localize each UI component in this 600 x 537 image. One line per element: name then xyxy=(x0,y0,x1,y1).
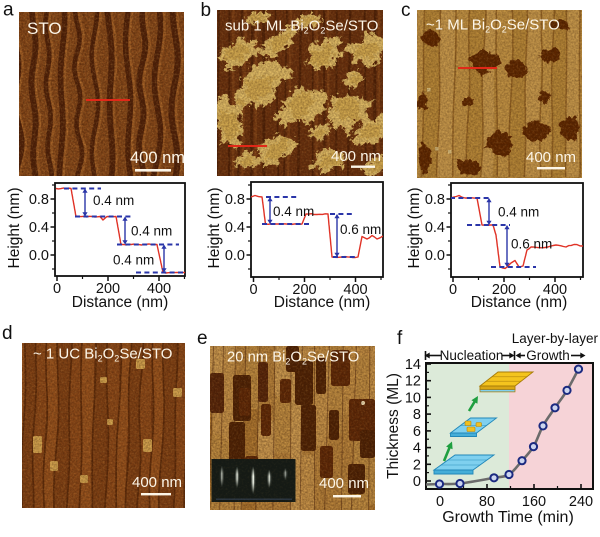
svg-text:0.4 nm: 0.4 nm xyxy=(498,205,539,220)
svg-text:6: 6 xyxy=(413,424,421,440)
svg-text:20 nm Bi2O2Se/STO: 20 nm Bi2O2Se/STO xyxy=(227,350,359,367)
svg-text:Thickness (ML): Thickness (ML) xyxy=(385,373,402,479)
svg-text:0.6 nm: 0.6 nm xyxy=(511,237,552,252)
svg-text:0.0: 0.0 xyxy=(29,248,49,264)
svg-text:0: 0 xyxy=(53,281,61,297)
svg-text:Growth Time (min): Growth Time (min) xyxy=(442,509,574,526)
svg-text:0.8: 0.8 xyxy=(225,192,245,208)
svg-text:Height (nm): Height (nm) xyxy=(406,188,423,269)
svg-text:0: 0 xyxy=(413,474,421,490)
svg-text:d: d xyxy=(2,323,13,344)
svg-text:8: 8 xyxy=(413,407,421,423)
svg-text:0.4: 0.4 xyxy=(225,220,245,236)
svg-text:10: 10 xyxy=(405,390,421,406)
svg-text:0.4 nm: 0.4 nm xyxy=(93,193,134,208)
svg-text:0.4 nm: 0.4 nm xyxy=(131,224,172,239)
svg-text:160: 160 xyxy=(522,494,546,510)
svg-text:sub 1 ML Bi2O2Se/STO: sub 1 ML Bi2O2Se/STO xyxy=(225,18,378,36)
svg-text:~1 ML Bi2O2Se/STO: ~1 ML Bi2O2Se/STO xyxy=(426,17,560,35)
svg-text:b: b xyxy=(201,0,212,21)
svg-text:Height (nm): Height (nm) xyxy=(6,188,23,269)
svg-text:400 nm: 400 nm xyxy=(130,149,185,167)
svg-text:Layer-by-layer: Layer-by-layer xyxy=(512,331,599,346)
svg-text:0.4 nm: 0.4 nm xyxy=(273,204,314,219)
svg-text:14: 14 xyxy=(405,357,421,373)
svg-text:0: 0 xyxy=(436,494,444,510)
svg-text:0: 0 xyxy=(449,282,457,298)
svg-text:Distance (nm): Distance (nm) xyxy=(471,294,567,311)
svg-text:0.0: 0.0 xyxy=(225,248,245,264)
svg-text:0.4: 0.4 xyxy=(425,220,445,236)
svg-text:~ 1 UC Bi2O2Se/STO: ~ 1 UC Bi2O2Se/STO xyxy=(33,346,172,364)
svg-text:STO: STO xyxy=(27,19,62,38)
svg-text:12: 12 xyxy=(405,374,421,390)
svg-text:0.6 nm: 0.6 nm xyxy=(340,222,381,237)
svg-text:Nucleation: Nucleation xyxy=(440,348,504,363)
svg-text:Growth: Growth xyxy=(526,348,570,363)
svg-text:0.4 nm: 0.4 nm xyxy=(113,253,154,268)
svg-text:c: c xyxy=(401,0,411,21)
svg-text:80: 80 xyxy=(479,494,495,510)
svg-text:e: e xyxy=(197,328,208,349)
svg-text:0.8: 0.8 xyxy=(425,192,445,208)
svg-text:Distance (nm): Distance (nm) xyxy=(72,294,168,311)
svg-text:a: a xyxy=(3,0,14,21)
svg-text:0.0: 0.0 xyxy=(425,248,445,264)
svg-text:Height (nm): Height (nm) xyxy=(206,188,223,269)
svg-text:400 nm: 400 nm xyxy=(319,475,369,492)
svg-text:0.4: 0.4 xyxy=(29,220,49,236)
svg-text:240: 240 xyxy=(569,494,593,510)
svg-text:2: 2 xyxy=(413,457,421,473)
svg-text:f: f xyxy=(397,328,403,349)
svg-text:0: 0 xyxy=(249,282,257,298)
svg-text:0.8: 0.8 xyxy=(29,192,49,208)
svg-text:4: 4 xyxy=(413,441,421,457)
svg-text:400 nm: 400 nm xyxy=(331,148,381,165)
svg-text:400 nm: 400 nm xyxy=(526,149,576,166)
svg-text:400 nm: 400 nm xyxy=(132,474,182,491)
svg-text:Distance (nm): Distance (nm) xyxy=(274,294,370,311)
